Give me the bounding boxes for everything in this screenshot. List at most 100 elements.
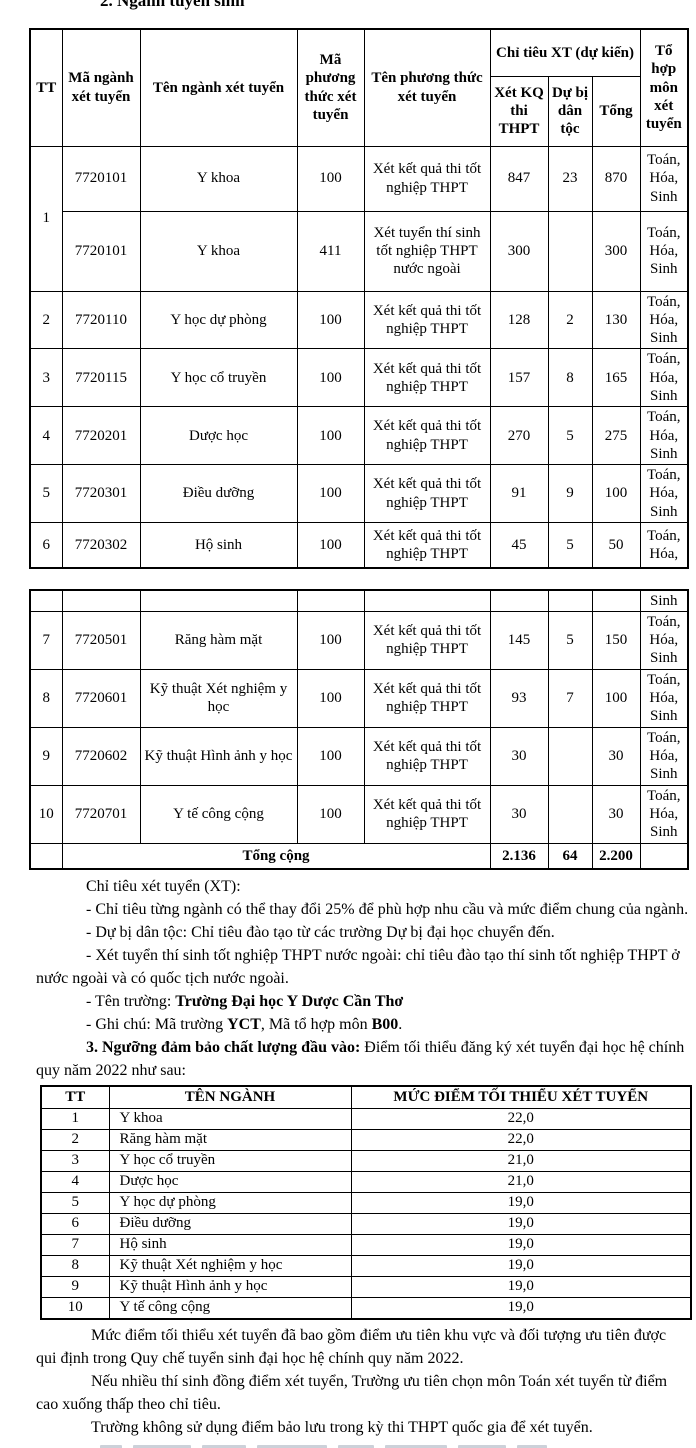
cell: 100 (296, 145, 365, 212)
cell: 7720701 (61, 784, 141, 844)
table-row: 7720101 Y khoa 411 Xét tuyển thí sinh tố… (30, 210, 689, 292)
cell: 7720601 (61, 668, 141, 728)
cell (296, 589, 365, 612)
cell: Kỹ thuật Xét nghiệm y học (139, 668, 298, 728)
cell: 9 (547, 464, 593, 524)
table-row: 5 7720301 Điều dưỡng 100 Xét kết quả thi… (29, 464, 689, 524)
cell: 19,0 (350, 1212, 692, 1235)
cell: Toán, Hóa, Sinh (639, 348, 689, 408)
cell: 100 (296, 726, 365, 786)
cell: 5 (547, 406, 593, 466)
total-row: Tổng cộng 2.136 64 2.200 (29, 842, 689, 870)
section2-title-clip: 2. Ngành tuyển sinh (0, 0, 696, 11)
cell: Hộ sinh (108, 1233, 352, 1256)
cell: Toán, Hóa, Sinh (639, 726, 689, 786)
cell: 7720501 (61, 610, 141, 670)
cutoff-fragment (100, 1444, 122, 1448)
cell: 5 (40, 1191, 110, 1214)
cell: Kỹ thuật Hình ảnh y học (139, 726, 298, 786)
footer-paragraph: Nếu nhiều thí sinh đồng điểm xét tuyển, … (36, 1372, 668, 1413)
table-row: 6 7720302 Hộ sinh 100 Xét kết quả thi tố… (29, 522, 689, 569)
cell: Dược học (139, 406, 298, 466)
cell: Dược học (108, 1170, 352, 1193)
cell (639, 842, 689, 870)
cell: 1 (40, 1107, 110, 1130)
header-ma-nganh: Mã ngành xét tuyển (61, 28, 141, 147)
table-header-row: TT TÊN NGÀNH MỨC ĐIỂM TỐI THIỂU XÉT TUYỂ… (40, 1085, 692, 1109)
note-item: - Dự bị dân tộc: Chỉ tiêu đào tạo từ các… (86, 924, 555, 942)
cutoff-fragment (385, 1444, 447, 1448)
cell: Toán, Hóa, Sinh (639, 784, 689, 844)
subject-group-bold: B00 (371, 1016, 399, 1034)
table-row: 4 Dược học 21,0 (40, 1170, 692, 1193)
cell: 4 (40, 1170, 110, 1193)
section3-title-bold: 3. Ngưỡng đảm bảo chất lượng đầu vào: (86, 1039, 361, 1057)
cell: Toán, Hóa, Sinh (639, 464, 689, 524)
cell: Điều dưỡng (139, 464, 298, 524)
cell: 7720101 (61, 145, 141, 212)
cell: 100 (296, 522, 365, 569)
footer-section: Mức điểm tối thiểu xét tuyển đã bao gồm … (0, 1324, 696, 1439)
cell (547, 726, 593, 786)
cell: 6 (29, 522, 63, 569)
cell (547, 589, 593, 612)
cell: Xét kết quả thi tốt nghiệp THPT (363, 464, 491, 524)
cell: 100 (296, 464, 365, 524)
cell (547, 784, 593, 844)
total-label: Tổng cộng (61, 842, 491, 870)
cell: Xét kết quả thi tốt nghiệp THPT (363, 522, 491, 569)
cell: 6 (40, 1212, 110, 1235)
cell: 1 (29, 145, 63, 292)
cell: Y tế công cộng (108, 1296, 352, 1320)
cell: Xét kết quả thi tốt nghiệp THPT (363, 290, 491, 350)
table-row: 9 Kỹ thuật Hình ảnh y học 19,0 (40, 1275, 692, 1298)
notes-heading: Chỉ tiêu xét tuyển (XT): (86, 878, 241, 896)
cell: 100 (296, 610, 365, 670)
cell: 8 (547, 348, 593, 408)
cell: 100 (296, 348, 365, 408)
cell: Toán, Hóa, Sinh (639, 145, 689, 212)
cell (29, 589, 63, 612)
header-tt: TT (40, 1085, 110, 1109)
cell: 91 (489, 464, 549, 524)
cutoff-text-line (100, 1441, 696, 1448)
cell: 5 (547, 522, 593, 569)
cell: Xét kết quả thi tốt nghiệp THPT (363, 784, 491, 844)
school-name-bold: Trường Đại học Y Dược Cần Thơ (175, 993, 404, 1011)
cell: 19,0 (350, 1275, 692, 1298)
table-row: Sinh (29, 589, 689, 612)
cell: 19,0 (350, 1254, 692, 1277)
cell: 30 (591, 726, 641, 786)
table-row: 7 7720501 Răng hàm mặt 100 Xét kết quả t… (29, 610, 689, 670)
cutoff-fragment (458, 1444, 506, 1448)
cell: 7720110 (61, 290, 141, 350)
cutoff-fragment (257, 1444, 327, 1448)
cell: 130 (591, 290, 641, 350)
cell: 7 (547, 668, 593, 728)
table-row: 2 Răng hàm mặt 22,0 (40, 1128, 692, 1151)
cell: 10 (40, 1296, 110, 1320)
notes-section: Chỉ tiêu xét tuyển (XT): - Chỉ tiêu từng… (0, 875, 696, 1082)
cell: Xét kết quả thi tốt nghiệp THPT (363, 726, 491, 786)
cell: 30 (489, 784, 549, 844)
cell: 50 (591, 522, 641, 569)
cell: Xét kết quả thi tốt nghiệp THPT (363, 406, 491, 466)
cell: 7720101 (61, 210, 141, 292)
header-xet-kq-thpt: Xét KQ thi THPT (489, 75, 549, 147)
cell: 4 (29, 406, 63, 466)
cell: Toán, Hóa, Sinh (639, 210, 689, 292)
cell (591, 589, 641, 612)
cell: Y học dự phòng (108, 1191, 352, 1214)
table-row: 10 7720701 Y tế công cộng 100 Xét kết qu… (29, 784, 689, 844)
cell (363, 589, 491, 612)
header-ten-nganh: TÊN NGÀNH (108, 1085, 352, 1109)
admissions-quota-table-part2: Sinh 7 7720501 Răng hàm mặt 100 Xét kết … (29, 588, 689, 871)
table-row: 8 Kỹ thuật Xét nghiệm y học 19,0 (40, 1254, 692, 1277)
note-text: . (398, 1016, 403, 1034)
cell: 100 (296, 784, 365, 844)
cell: 157 (489, 348, 549, 408)
cell: Y học cổ truyền (108, 1149, 352, 1172)
cell: Xét kết quả thi tốt nghiệp THPT (363, 610, 491, 670)
table-row: 10 Y tế công cộng 19,0 (40, 1296, 692, 1320)
cell: 7 (29, 610, 63, 670)
